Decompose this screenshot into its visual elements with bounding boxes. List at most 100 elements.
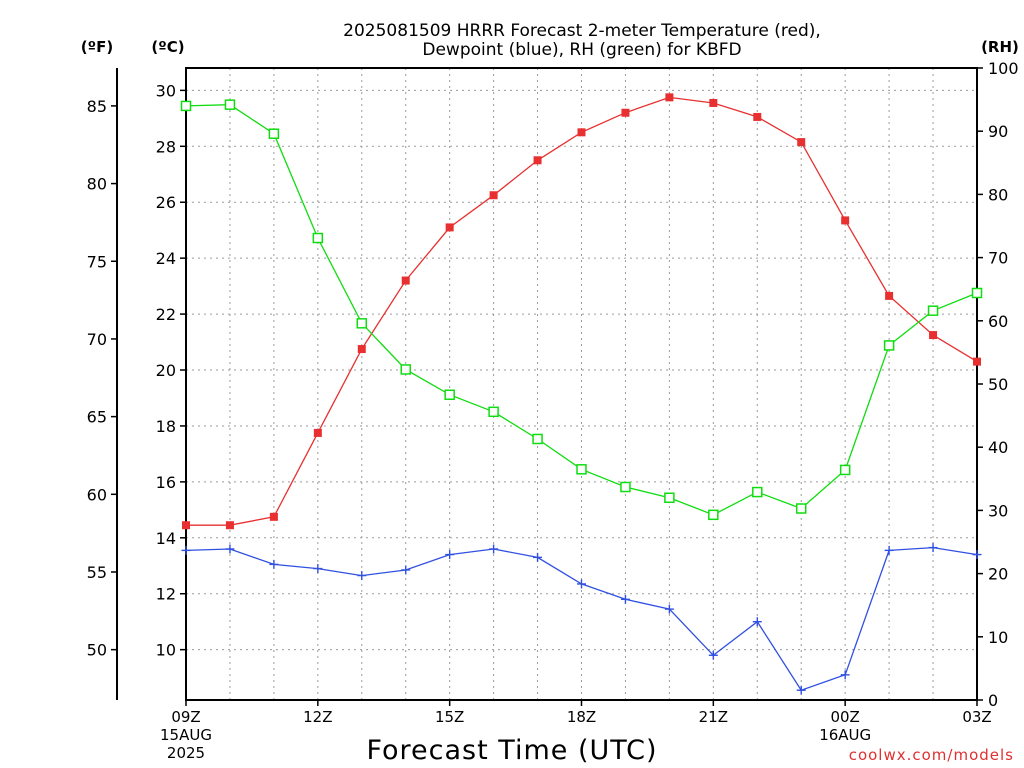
x-tick-label: 12Z [303,708,332,726]
rh-point [708,509,719,521]
dewpoint-point [181,545,191,555]
celsius-tick-label: 16 [156,473,176,492]
dewpoint-point [620,594,630,604]
x-tick-label: 18Z [567,708,596,726]
temperature-point [665,93,674,102]
x-tick-label: 16AUG [819,726,871,744]
temperature-point [577,128,586,137]
grid-lines [186,68,977,700]
dewpoint-point [796,685,806,695]
fahrenheit-tick-label: 60 [87,485,107,504]
celsius-tick-label: 22 [156,305,176,324]
temperature-point [182,521,190,530]
temperature-point [401,276,410,285]
rh-point [268,128,280,139]
temperature-point [533,156,542,165]
rh-tick-label: 70 [988,249,1008,268]
temperature-point [753,112,762,121]
rh-point [180,100,192,112]
celsius-tick-label: 14 [156,529,176,548]
temperature-point [489,191,498,200]
dewpoint-point [972,550,982,560]
temperature-point [445,223,454,232]
temperature-point [621,108,630,117]
x-tick-label: 03Z [962,708,991,726]
celsius-tick-label: 20 [156,361,176,380]
x-tick-label: 15Z [435,708,464,726]
dewpoint-point [489,544,499,554]
celsius-tick-label: 30 [156,81,176,100]
series-line-temperature [186,96,978,526]
fahrenheit-tick-label: 50 [87,641,107,660]
x-tick-label: 21Z [699,708,728,726]
temperature-point [709,98,718,107]
temperature-point [357,345,366,354]
celsius-tick-label: 18 [156,417,176,436]
dewpoint-point [445,550,455,560]
temperature-point [225,521,234,530]
chart-title-line-2: Dewpoint (blue), RH (green) for KBFD [422,40,741,60]
fahrenheit-tick-label: 85 [87,97,107,116]
rh-tick-label: 100 [988,59,1019,78]
x-tick-label: 15AUG [160,726,212,744]
temperature-point [929,331,938,340]
rh-point [664,492,675,504]
rh-axis-label: (RH) [981,38,1019,56]
rh-point [927,305,939,316]
dewpoint-point [884,545,894,555]
rh-point [312,232,324,244]
fahrenheit-tick-label: 65 [87,408,107,427]
tick-labels: 10 12 14 16 18 20 22 24 26 28 30 50 55 60 65 70 75 80 85 0 1… [87,59,1019,762]
rh-tick-label: 20 [988,565,1008,584]
celsius-tick-label: 28 [156,137,176,156]
fahrenheit-tick-label: 75 [87,252,107,271]
rh-point [224,99,236,110]
dewpoint-point [269,559,279,569]
dewpoint-point [664,604,674,614]
celsius-axis-label: (ºC) [151,38,184,56]
rh-point [752,486,763,498]
dewpoint-point [533,552,543,562]
rh-point [400,364,411,375]
rh-tick-label: 30 [988,501,1008,520]
dewpoint-point [401,565,411,575]
rh-point [488,406,499,418]
rh-tick-label: 60 [988,312,1008,331]
temperature-point [841,216,850,225]
dewpoint-point [708,650,718,660]
celsius-tick-label: 10 [156,641,176,660]
rh-tick-label: 10 [988,628,1008,647]
dewpoint-point [225,544,235,554]
temperature-point [269,512,278,521]
rh-point [795,503,807,514]
dewpoint-point [577,579,586,589]
temperature-point [885,291,894,300]
rh-point [532,433,543,445]
celsius-tick-label: 12 [156,585,176,604]
fahrenheit-axis-label: (ºF) [81,38,113,56]
dewpoint-point [928,543,938,553]
temperature-point [313,428,322,437]
dewpoint-point [752,617,762,627]
fahrenheit-tick-label: 80 [87,175,107,194]
rh-point [444,389,455,400]
axes [111,67,983,706]
dewpoint-point [840,670,850,680]
rh-tick-label: 40 [988,438,1008,457]
temperature-point [973,357,981,366]
chart-title-line-1: 2025081509 HRRR Forecast 2-meter Tempera… [343,21,821,41]
rh-tick-label: 50 [988,375,1008,394]
celsius-tick-label: 24 [156,249,176,268]
x-tick-label: 09Z [171,708,200,726]
rh-point [971,287,983,299]
plot-frame [185,67,978,701]
rh-tick-label: 80 [988,185,1008,204]
x-tick-label: 00Z [830,708,859,726]
temperature-point [797,138,806,147]
rh-tick-label: 90 [988,122,1008,141]
series-markers [180,93,983,695]
rh-tick-label: 0 [988,691,998,710]
rh-point [883,340,895,351]
fahrenheit-tick-label: 70 [87,330,107,349]
